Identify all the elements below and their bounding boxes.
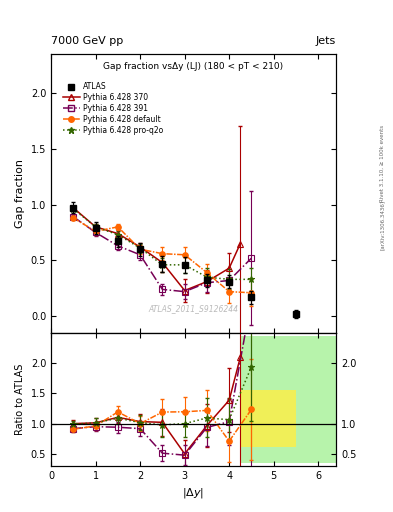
Text: Gap fraction vsΔy (LJ) (180 < pT < 210): Gap fraction vsΔy (LJ) (180 < pT < 210)	[103, 62, 284, 71]
Text: Jets: Jets	[316, 36, 336, 46]
Y-axis label: Gap fraction: Gap fraction	[15, 159, 25, 228]
Text: 7000 GeV pp: 7000 GeV pp	[51, 36, 123, 46]
Text: ATLAS_2011_S9126244: ATLAS_2011_S9126244	[149, 305, 239, 313]
Y-axis label: Ratio to ATLAS: Ratio to ATLAS	[15, 364, 25, 435]
Legend: ATLAS, Pythia 6.428 370, Pythia 6.428 391, Pythia 6.428 default, Pythia 6.428 pr: ATLAS, Pythia 6.428 370, Pythia 6.428 39…	[61, 80, 165, 137]
Text: Rivet 3.1.10, ≥ 100k events: Rivet 3.1.10, ≥ 100k events	[380, 125, 384, 202]
Text: [arXiv:1306.3436]: [arXiv:1306.3436]	[380, 200, 384, 250]
X-axis label: $|\Delta y|$: $|\Delta y|$	[182, 486, 205, 500]
